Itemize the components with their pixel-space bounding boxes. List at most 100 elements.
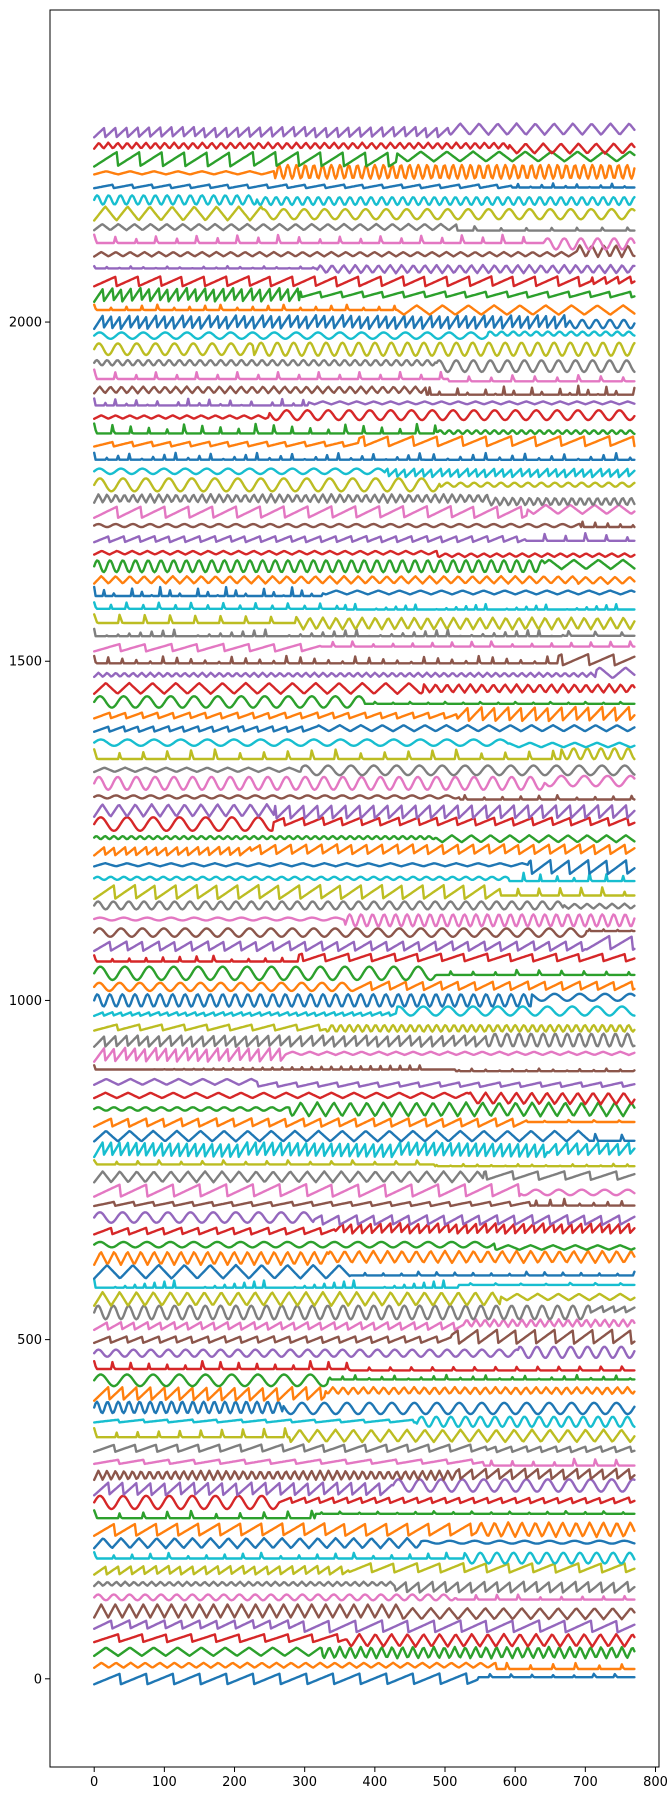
series-line	[93, 1551, 636, 1565]
series-line	[93, 764, 636, 777]
series-line	[93, 1494, 636, 1511]
y-tick-label: 0	[34, 1672, 42, 1687]
series-line	[93, 1291, 636, 1307]
series-line	[93, 558, 636, 574]
series-line	[93, 330, 636, 340]
series-line	[93, 1593, 636, 1602]
x-tick-label: 200	[222, 1775, 247, 1790]
series-line	[93, 1537, 636, 1550]
series-line	[93, 1443, 636, 1454]
series-line	[93, 1211, 636, 1227]
series-line	[93, 913, 636, 928]
series-line	[93, 182, 636, 190]
series-line	[93, 1064, 636, 1073]
series-line	[93, 1263, 636, 1280]
series-line	[93, 613, 636, 631]
series-line	[93, 493, 636, 507]
x-tick-label: 500	[433, 1775, 458, 1790]
series-line	[93, 1240, 636, 1251]
x-tick-label: 600	[503, 1775, 528, 1790]
x-tick-label: 800	[643, 1775, 668, 1790]
series-line	[93, 1632, 636, 1648]
y-tick-label: 2000	[9, 316, 42, 331]
series-line	[93, 477, 636, 493]
series-line	[93, 774, 636, 791]
series-line	[93, 653, 636, 667]
series-line	[93, 992, 636, 1008]
series-line	[93, 803, 636, 820]
series-line	[93, 1672, 636, 1686]
y-tick-label: 1000	[9, 994, 42, 1009]
series-line	[93, 627, 636, 638]
series-line	[93, 1521, 636, 1539]
series-line	[93, 1661, 636, 1671]
series-line	[93, 859, 636, 876]
series-line	[93, 1562, 636, 1576]
series-line	[93, 1046, 636, 1063]
series-line	[93, 314, 636, 331]
series-line	[93, 384, 636, 396]
series-line	[93, 1077, 636, 1089]
series-line	[93, 724, 636, 733]
series-line	[93, 927, 636, 938]
series-line	[93, 141, 636, 155]
x-tick-label: 300	[292, 1775, 317, 1790]
series-line	[93, 1159, 636, 1168]
series-line	[93, 843, 636, 857]
series-line	[93, 1385, 636, 1402]
series-line	[93, 1101, 636, 1118]
series-line	[93, 1467, 636, 1482]
series-line	[93, 585, 636, 598]
series-line	[93, 965, 636, 982]
plot-frame	[49, 9, 660, 1768]
series-line	[93, 1478, 636, 1497]
series-line	[93, 640, 636, 653]
series-line	[93, 368, 636, 383]
series-line	[93, 1304, 636, 1321]
series-line	[93, 1183, 636, 1198]
series-line	[93, 358, 636, 374]
series-line	[93, 503, 636, 519]
series-line	[93, 1278, 636, 1289]
series-line	[93, 1129, 636, 1143]
series-line	[93, 409, 636, 422]
series-line	[93, 695, 636, 709]
series-line	[93, 520, 636, 529]
series-line	[93, 1373, 636, 1388]
series-line	[93, 549, 636, 559]
series-line	[93, 747, 636, 761]
series-line	[93, 150, 636, 168]
series-line	[93, 900, 636, 911]
x-tick-label: 100	[152, 1775, 177, 1790]
y-axis: 0 500 1000 1500 2000	[9, 316, 50, 1687]
series-line	[93, 871, 636, 883]
series-line	[93, 1091, 636, 1106]
series-line	[93, 233, 636, 251]
series-line	[93, 1509, 636, 1520]
series-line	[93, 1457, 636, 1467]
series-line	[93, 1645, 636, 1660]
series-line	[93, 1005, 636, 1018]
series-line	[93, 816, 636, 832]
x-tick-label: 700	[573, 1775, 598, 1790]
series-line	[93, 1328, 636, 1345]
series-line	[93, 834, 636, 844]
series-line	[93, 1222, 636, 1236]
series-line	[93, 1197, 636, 1208]
series-line	[93, 397, 636, 407]
x-axis: 0 100 200 300 400 500 600 700 800	[90, 1767, 668, 1790]
series-line	[93, 601, 636, 611]
series-line	[93, 532, 636, 544]
series-line	[93, 1141, 636, 1159]
series-line	[93, 122, 636, 139]
series-line	[93, 681, 636, 695]
series-line	[93, 286, 636, 303]
series-line	[93, 1415, 636, 1428]
series-line	[93, 1580, 636, 1594]
series-line	[93, 275, 636, 288]
series-line	[93, 884, 636, 901]
series-line	[93, 244, 636, 259]
series-line	[93, 435, 636, 448]
